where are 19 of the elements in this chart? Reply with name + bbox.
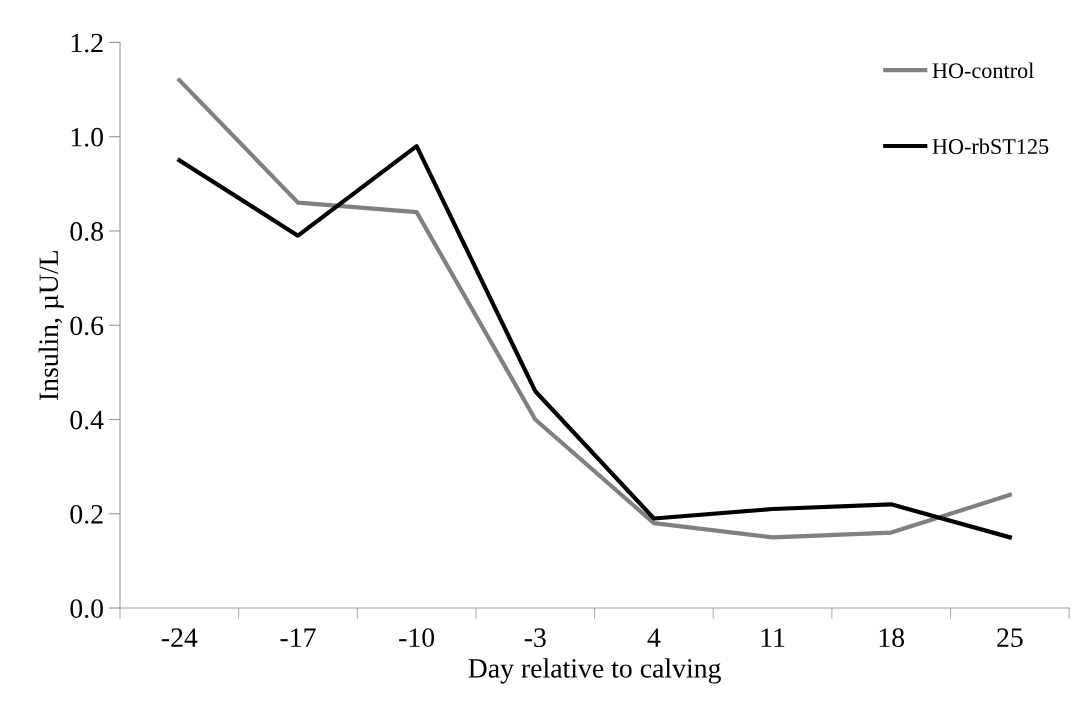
- y-tick-label: 1.0: [71, 127, 103, 147]
- legend-label: HO-control: [932, 62, 1034, 79]
- y-tick-label: 0.8: [70, 222, 103, 241]
- x-tick-label: -17: [280, 628, 316, 647]
- y-tick-label: 1.2: [71, 33, 103, 53]
- x-tick-label: -24: [161, 628, 198, 647]
- y-tick-label: 0.6: [70, 316, 104, 336]
- y-axis-title: Insulin, µU/L: [38, 250, 64, 401]
- y-tick-label: 0.0: [70, 599, 103, 619]
- legend-label: HO-rbST125: [932, 138, 1049, 155]
- x-axis-title: Day relative to calving: [468, 658, 721, 684]
- x-tick-label: 4: [647, 628, 661, 647]
- x-tick-label: 18: [879, 628, 905, 648]
- x-tick-label: -10: [399, 628, 435, 648]
- x-tick-label: 11: [761, 628, 785, 647]
- x-tick-label: -3: [524, 628, 546, 648]
- y-tick-label: 0.4: [70, 410, 104, 430]
- y-tick-label: 0.2: [70, 504, 103, 524]
- x-tick-label: 25: [997, 628, 1023, 648]
